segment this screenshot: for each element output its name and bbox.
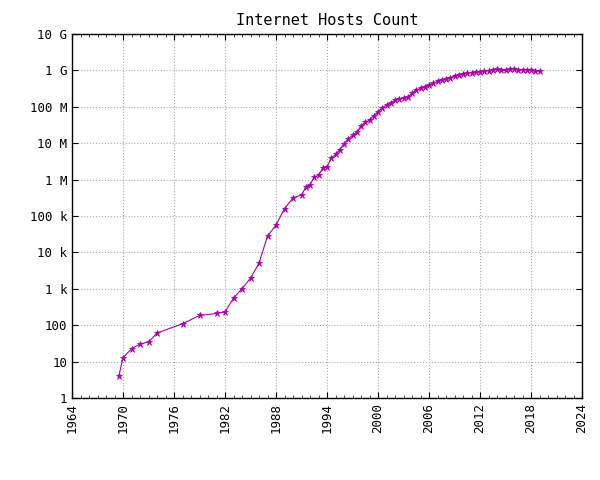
Title: Internet Hosts Count: Internet Hosts Count: [236, 13, 418, 28]
